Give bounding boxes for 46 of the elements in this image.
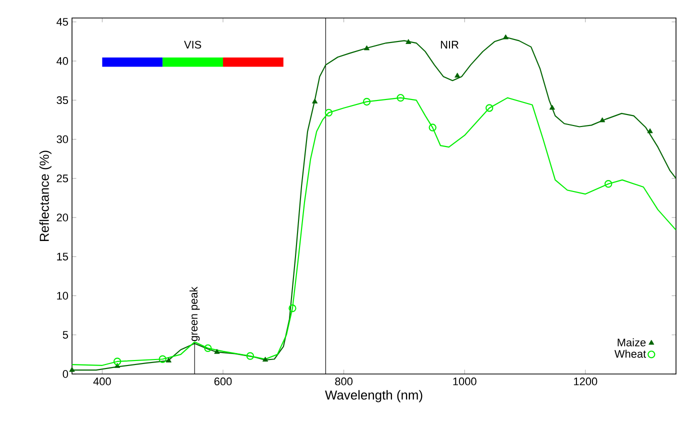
point xyxy=(262,356,268,362)
x-tick-label: 1200 xyxy=(574,378,598,386)
point xyxy=(214,348,220,354)
y-tick-label: 45 xyxy=(56,18,68,26)
point xyxy=(166,358,172,362)
y-tick-label: 15 xyxy=(57,252,68,260)
y-axis-title: Reflectance (%) xyxy=(39,150,52,242)
y-tick-label: 35 xyxy=(56,96,68,104)
y-tick-label: 25 xyxy=(56,174,68,182)
y-tick-label: 5 xyxy=(62,331,68,339)
x-axis-title: Wavelength (nm) xyxy=(325,390,422,402)
annotation: green peak xyxy=(190,286,200,342)
point xyxy=(246,352,254,360)
point xyxy=(486,104,494,112)
point xyxy=(204,344,212,352)
point xyxy=(69,366,75,372)
point xyxy=(324,108,333,117)
y-tick-label: 40 xyxy=(56,57,68,65)
point xyxy=(428,124,436,132)
x-tick-label: 800 xyxy=(335,378,353,386)
point xyxy=(502,34,508,40)
point xyxy=(549,104,555,110)
y-tick-label: 30 xyxy=(56,135,68,144)
point xyxy=(604,180,612,188)
legend-label: Wheat xyxy=(614,350,646,358)
point xyxy=(362,98,371,106)
x-tick-label: 600 xyxy=(214,378,232,386)
point xyxy=(113,358,122,366)
y-tick-label: 10 xyxy=(57,292,68,300)
legend-label: Maize xyxy=(618,338,646,346)
line-series xyxy=(72,97,676,366)
y-tick-label: 0 xyxy=(62,370,68,378)
point xyxy=(600,117,606,122)
point xyxy=(647,128,653,134)
x-tick-label: 400 xyxy=(93,378,111,386)
point xyxy=(288,304,296,312)
annotation: NIR xyxy=(440,40,458,48)
point xyxy=(396,94,404,102)
point xyxy=(406,39,412,44)
point xyxy=(454,72,460,78)
point xyxy=(312,98,318,104)
x-tick-label: 1000 xyxy=(453,378,476,386)
annotation: VIS xyxy=(184,40,202,49)
point xyxy=(364,45,370,50)
y-tick-label: 20 xyxy=(56,214,68,222)
point xyxy=(158,355,166,363)
